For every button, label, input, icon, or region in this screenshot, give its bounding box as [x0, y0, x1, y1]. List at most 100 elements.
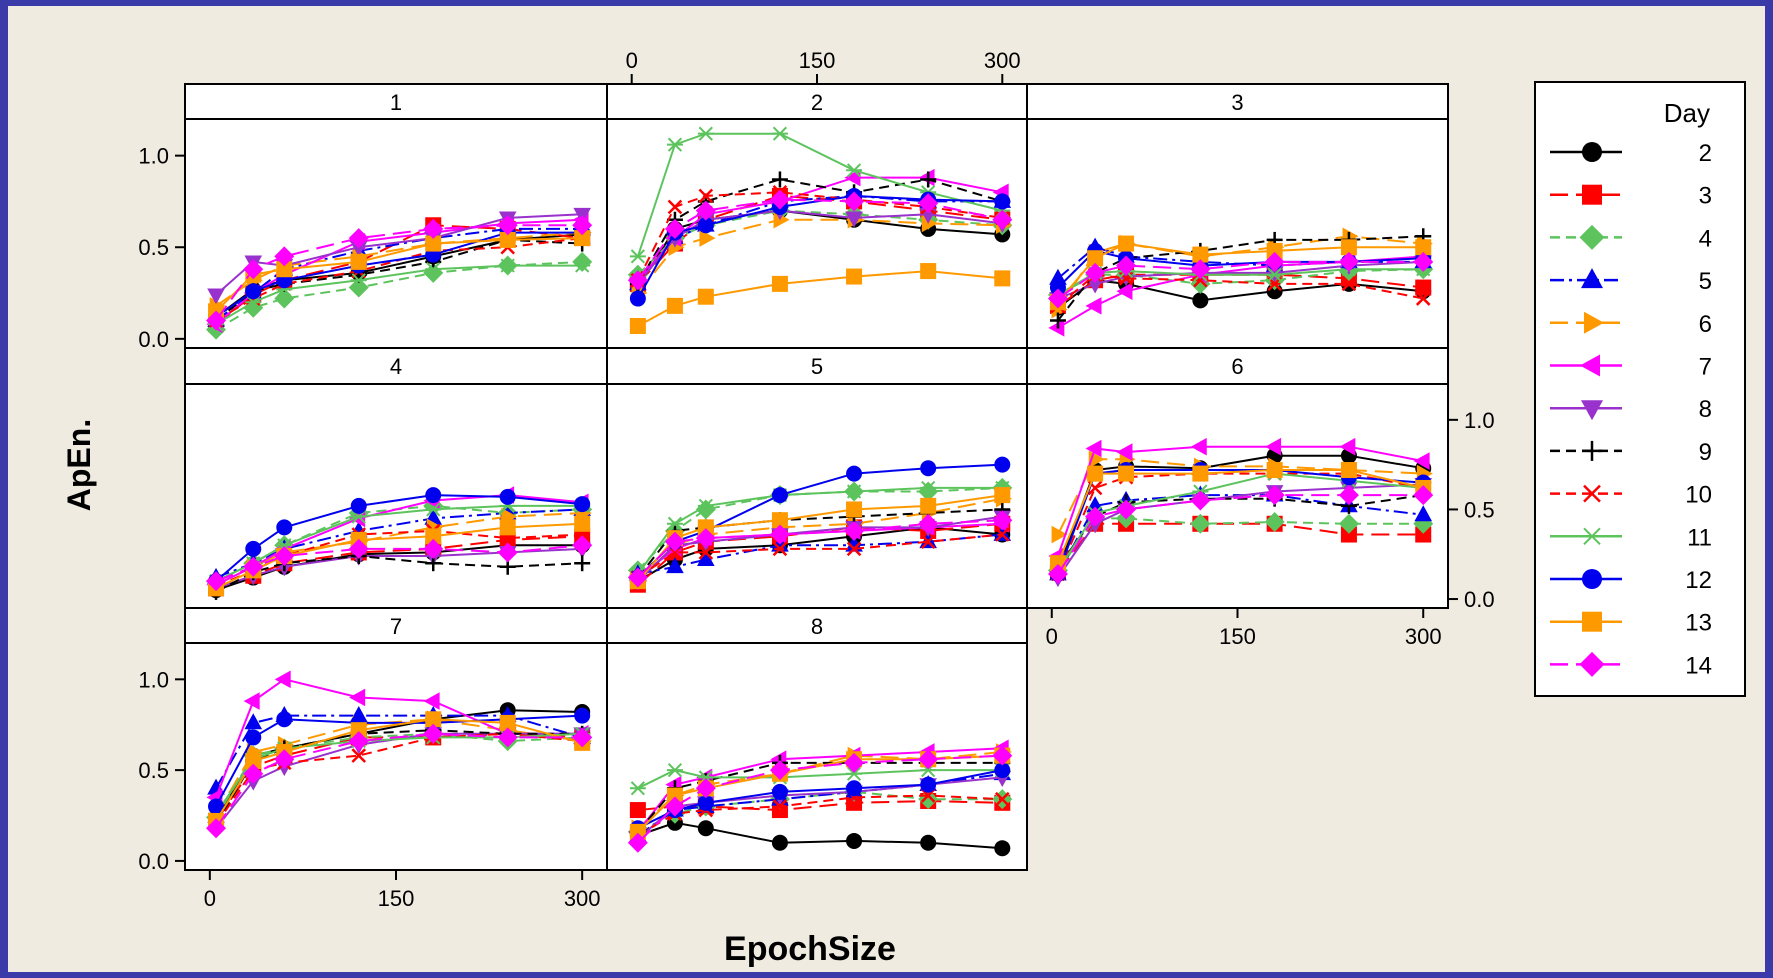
- data-point-shape: [697, 217, 714, 234]
- data-point-shape: [499, 231, 516, 248]
- data-point-shape: [274, 246, 295, 267]
- legend-label: 6: [1699, 311, 1712, 338]
- data-point-shape: [1049, 268, 1067, 285]
- y-tick-label: 1.0: [138, 144, 169, 169]
- panel-label: 6: [1231, 354, 1243, 379]
- data-point-shape: [1048, 319, 1065, 337]
- data-point-shape: [1415, 239, 1432, 256]
- legend-marker: [1579, 651, 1605, 677]
- data-point: [664, 796, 685, 817]
- data-point: [1190, 437, 1207, 456]
- data-point: [245, 729, 262, 746]
- legend-label: 2: [1699, 140, 1712, 167]
- data-point-shape: [994, 270, 1011, 287]
- data-point: [1266, 462, 1283, 479]
- y-axis-title: ApEn.: [61, 419, 97, 511]
- panel-label: 7: [390, 614, 402, 639]
- data-point: [769, 760, 790, 781]
- data-point-d2: [698, 545, 714, 560]
- data-point: [497, 215, 518, 236]
- data-point-shape: [1413, 251, 1434, 272]
- x-tick-label: 0: [626, 48, 638, 73]
- data-point-shape: [574, 230, 591, 247]
- y-tick-label: 0.5: [138, 758, 169, 783]
- data-point: [697, 126, 714, 141]
- data-point: [846, 163, 863, 178]
- data-point: [844, 752, 865, 773]
- data-point-shape: [499, 488, 516, 505]
- data-point: [423, 538, 444, 559]
- data-point-shape: [572, 535, 593, 556]
- y-tick-label: 0.5: [1464, 497, 1495, 522]
- data-point: [629, 318, 646, 335]
- panel-strip: [1026, 347, 1449, 385]
- data-point: [349, 240, 368, 257]
- data-point-shape: [769, 760, 790, 781]
- data-point-shape: [423, 692, 440, 710]
- data-point: [1415, 279, 1432, 296]
- data-point-shape: [697, 519, 714, 536]
- legend-marker-shape: [1582, 569, 1602, 589]
- data-point-shape: [274, 749, 295, 770]
- data-point-shape: [1265, 437, 1282, 456]
- data-point: [1192, 246, 1209, 263]
- data-point-d2: [846, 541, 862, 557]
- data-point: [844, 520, 865, 541]
- data-point: [348, 277, 369, 298]
- data-point-shape: [695, 528, 716, 549]
- data-point-shape: [350, 497, 367, 514]
- data-point-shape: [572, 251, 593, 272]
- data-point: [574, 707, 591, 724]
- data-point-shape: [920, 776, 937, 793]
- data-point-shape: [771, 783, 788, 800]
- data-point-shape: [846, 501, 863, 518]
- legend-label: 7: [1699, 354, 1712, 381]
- data-point: [1047, 563, 1068, 584]
- data-point: [1087, 465, 1104, 482]
- data-point-shape: [664, 531, 685, 552]
- data-point: [629, 249, 646, 264]
- data-point: [1338, 485, 1359, 506]
- data-point: [920, 263, 937, 280]
- data-point-shape: [1085, 297, 1102, 315]
- data-point: [920, 480, 937, 496]
- data-point-shape: [1266, 462, 1283, 479]
- data-point-shape: [846, 268, 863, 285]
- data-point: [350, 722, 367, 739]
- panel-plot: [606, 383, 1028, 609]
- data-point: [243, 556, 264, 577]
- data-point-shape: [918, 749, 939, 770]
- data-point: [769, 189, 790, 210]
- data-point: [1085, 439, 1102, 458]
- data-point-shape: [1340, 239, 1357, 256]
- data-point-shape: [1086, 277, 1104, 294]
- data-point: [1190, 259, 1211, 280]
- data-point: [497, 727, 518, 748]
- data-point: [627, 832, 648, 853]
- data-point-shape: [771, 512, 788, 529]
- x-tick-label: 300: [1405, 624, 1442, 649]
- data-point-shape: [1116, 255, 1137, 276]
- data-point: [1415, 239, 1432, 256]
- data-point-shape: [1047, 563, 1068, 584]
- data-point-shape: [276, 519, 293, 536]
- data-point: [425, 235, 442, 252]
- data-point: [425, 711, 442, 728]
- data-point-shape: [348, 731, 369, 752]
- data-point: [846, 501, 863, 518]
- data-point-shape: [769, 524, 790, 545]
- data-point: [664, 531, 685, 552]
- data-point: [772, 799, 788, 814]
- data-point: [1338, 251, 1359, 272]
- data-point-shape: [918, 193, 939, 214]
- data-point: [1340, 526, 1357, 543]
- data-point: [994, 270, 1011, 287]
- data-point: [771, 275, 788, 292]
- data-point: [1087, 250, 1104, 267]
- legend-marker: [1582, 440, 1602, 461]
- data-point: [425, 262, 442, 277]
- data-point-shape: [1415, 279, 1432, 296]
- data-point-shape: [771, 834, 788, 851]
- data-point: [845, 211, 863, 228]
